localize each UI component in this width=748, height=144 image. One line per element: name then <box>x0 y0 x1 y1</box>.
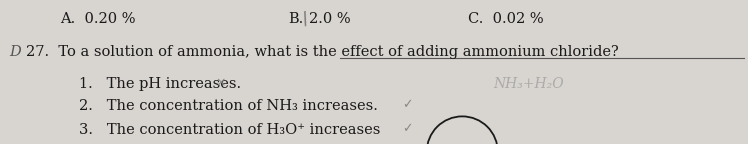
Text: C.  0.02 %: C. 0.02 % <box>468 12 543 26</box>
Text: 2.0 %: 2.0 % <box>309 12 351 26</box>
Text: ✓: ✓ <box>402 122 413 135</box>
Text: NH₃+H₂O: NH₃+H₂O <box>494 76 564 91</box>
Text: 27.  To a solution of ammonia, what is the effect of adding ammonium chloride?: 27. To a solution of ammonia, what is th… <box>26 45 619 59</box>
Text: /: / <box>299 9 311 28</box>
Text: A.  0.20 %: A. 0.20 % <box>60 12 135 26</box>
Text: ✓: ✓ <box>402 99 413 112</box>
Text: D: D <box>9 45 21 59</box>
Text: 3.   The concentration of H₃O⁺ increases: 3. The concentration of H₃O⁺ increases <box>79 123 380 137</box>
Text: B.: B. <box>288 12 303 26</box>
Text: ×: × <box>215 76 226 89</box>
Text: 1.   The pH increases.: 1. The pH increases. <box>79 76 241 91</box>
Text: 2.   The concentration of NH₃ increases.: 2. The concentration of NH₃ increases. <box>79 99 378 113</box>
